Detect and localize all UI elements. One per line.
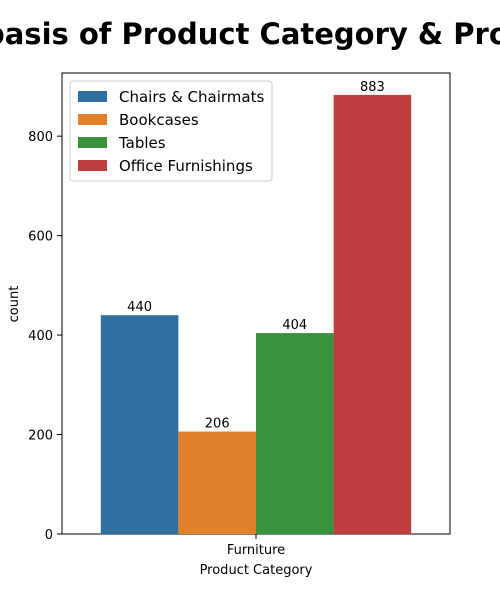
data-label-3: 404: [282, 318, 307, 333]
legend-swatch-4: [78, 160, 107, 171]
data-label-1: 440: [127, 300, 152, 315]
bars-group: [100, 94, 412, 534]
y-tick-label: 800: [28, 130, 53, 145]
data-label-4: 883: [360, 80, 385, 95]
x-axis: Furniture: [227, 534, 285, 558]
x-axis-label: Product Category: [200, 563, 313, 578]
bar-4: [333, 94, 412, 534]
bar-3: [256, 333, 334, 534]
data-labels-group: 440 206 404 883: [127, 80, 385, 432]
bar-1: [100, 315, 179, 534]
x-tick-label: Furniture: [227, 543, 285, 558]
legend-swatch-2: [78, 114, 107, 125]
chart-title: Countplot on the basis of Product Catego…: [0, 17, 500, 51]
legend-frame: [69, 80, 273, 182]
legend-label-3: Tables: [118, 134, 166, 152]
bar-2: [178, 431, 256, 534]
y-axis-label: count: [7, 286, 22, 323]
y-tick-label: 200: [28, 429, 53, 444]
legend-label-2: Bookcases: [119, 111, 199, 129]
legend: Chairs & Chairmats Bookcases Tables Office …: [69, 80, 273, 182]
y-tick-label: 0: [45, 528, 53, 543]
y-tick-label: 600: [28, 230, 53, 245]
y-axis: 0 200 400 600 800: [28, 130, 62, 543]
legend-label-1: Chairs & Chairmats: [119, 88, 264, 106]
data-label-2: 206: [205, 417, 230, 432]
legend-swatch-3: [78, 137, 107, 148]
legend-swatch-1: [78, 91, 107, 102]
legend-label-4: Office Furnishings: [119, 157, 253, 175]
y-tick-label: 400: [28, 329, 53, 344]
